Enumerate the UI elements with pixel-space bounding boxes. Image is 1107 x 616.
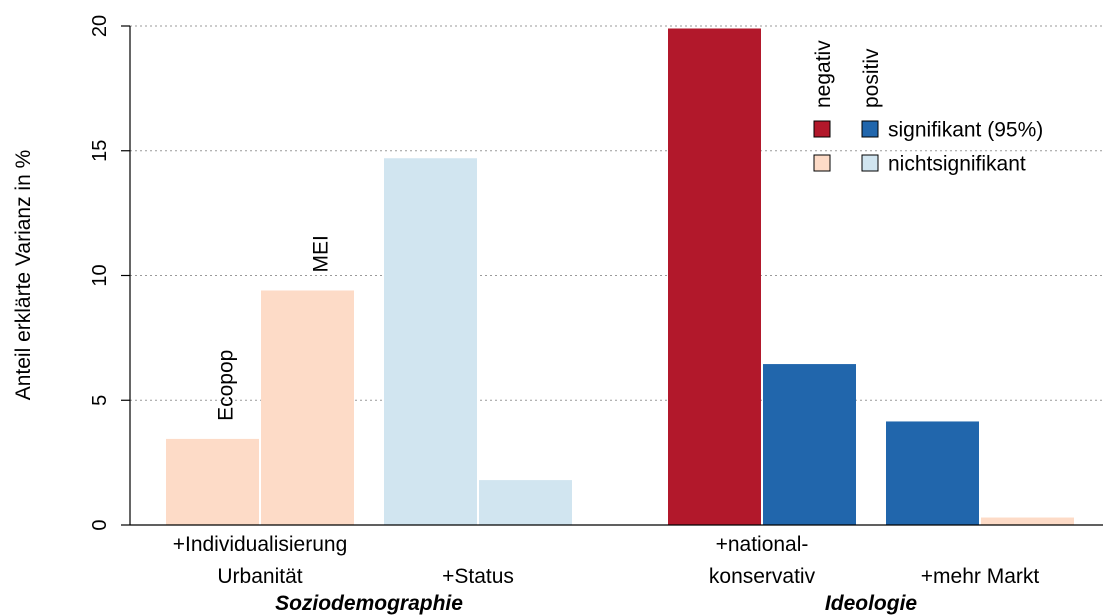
bar — [479, 480, 572, 525]
legend-swatch — [813, 154, 831, 172]
series-label: Ecopop — [215, 350, 238, 421]
y-tick-label: 15 — [89, 140, 111, 162]
legend-label: signifikant (95%) — [888, 119, 1043, 142]
legend-column-header: positiv — [860, 48, 883, 108]
category-label: konservativ — [709, 565, 816, 588]
y-tick-label: 20 — [89, 15, 111, 37]
bar — [261, 290, 354, 525]
y-tick-label: 10 — [89, 264, 111, 286]
bar — [668, 28, 761, 526]
category-label: +national- — [716, 533, 809, 556]
group-label: Soziodemographie — [275, 592, 463, 615]
category-label: +Individualisierung — [173, 533, 348, 556]
category-label: +Status — [442, 565, 514, 588]
group-label: Ideologie — [825, 592, 917, 615]
category-labels: Ecopop MEI +Individualisierung Urbanität +St… — [173, 235, 1040, 615]
category-label: +mehr Markt — [921, 565, 1040, 588]
bars — [166, 28, 1074, 526]
bar — [886, 421, 979, 525]
y-tick-label: 5 — [89, 395, 111, 406]
legend-swatch — [813, 120, 831, 138]
bar — [763, 364, 856, 525]
series-label: MEI — [310, 235, 333, 272]
bar — [981, 517, 1074, 525]
legend-swatch — [861, 154, 879, 172]
bar — [166, 438, 259, 525]
bar — [384, 158, 477, 526]
y-axis-title: Anteil erklärte Varianz in % — [12, 150, 35, 401]
y-tick-label: 0 — [89, 519, 111, 530]
category-label: Urbanität — [217, 565, 302, 588]
legend-label: nichtsignifikant — [888, 153, 1026, 176]
gridlines — [130, 25, 1103, 401]
y-axis: 0 5 10 15 20 — [89, 15, 1103, 531]
legend-swatch — [861, 120, 879, 138]
legend-column-header: negativ — [812, 40, 835, 108]
